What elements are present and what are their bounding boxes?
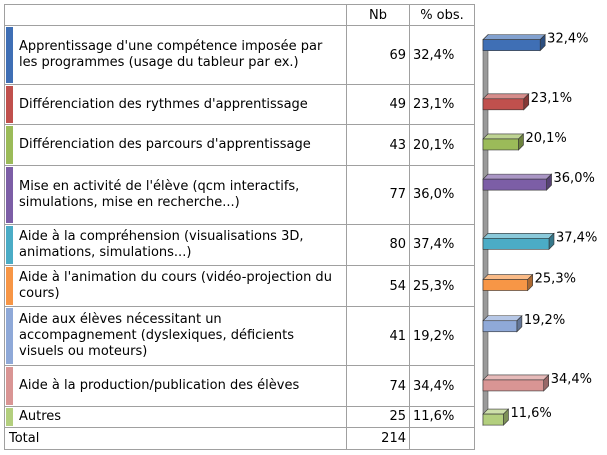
total-nb: 214 (346, 426, 410, 451)
row-pct: 25,3% (409, 265, 475, 308)
row-label: Aide aux élèves nécessitant un accompagn… (19, 312, 295, 360)
row-color-swatch (6, 166, 13, 223)
row-label-cell: Aide à l'animation du cours (vidéo-proje… (4, 265, 347, 308)
row-label-cell: Différenciation des parcours d'apprentis… (4, 124, 347, 166)
total-pct-empty (409, 426, 475, 451)
bar-top (482, 233, 555, 239)
row-label-cell: Mise en activité de l'élève (qcm interac… (4, 164, 347, 225)
row-nb: 74 (346, 365, 410, 407)
row-label: Aide à la production/publication des élè… (19, 378, 300, 394)
bar-value-label: 36,0% (554, 171, 595, 186)
bar-top (482, 315, 523, 322)
row-color-swatch (6, 86, 13, 124)
row-label-cell: Apprentissage d'une compétence imposée p… (4, 25, 347, 86)
row-label: Aide à la compréhension (visualisations … (19, 228, 304, 260)
header-nb: Nb (346, 3, 410, 27)
row-nb: 80 (346, 223, 410, 267)
row-color-swatch (6, 126, 13, 164)
row-pct: 11,6% (409, 405, 475, 428)
row-pct: 19,2% (409, 306, 475, 367)
row-pct: 32,4% (409, 25, 475, 86)
bar-value-label: 20,1% (525, 131, 566, 146)
y-axis-wall (482, 33, 489, 426)
table-row: Apprentissage d'une compétence imposée p… (4, 25, 475, 86)
table-row: Différenciation des parcours d'apprentis… (4, 124, 475, 166)
bar (482, 320, 518, 333)
bar (482, 279, 528, 291)
bar (482, 379, 545, 392)
row-color-swatch (6, 225, 13, 265)
row-nb: 41 (346, 306, 410, 367)
table-row: Aide à l'animation du cours (vidéo-proje… (4, 265, 475, 308)
row-label-cell: Aide à la production/publication des élè… (4, 365, 347, 407)
row-label-cell: Aide à la compréhension (visualisations … (4, 223, 347, 267)
row-label: Autres (19, 408, 62, 424)
row-pct: 36,0% (409, 164, 475, 225)
row-nb: 49 (346, 84, 410, 126)
table-row: Aide à la compréhension (visualisations … (4, 223, 475, 267)
row-pct: 34,4% (409, 365, 475, 407)
row-color-swatch (6, 407, 13, 426)
table-row: Aide à la production/publication des élè… (4, 365, 475, 407)
row-nb: 69 (346, 25, 410, 86)
bar-value-label: 25,3% (535, 272, 576, 287)
row-pct: 23,1% (409, 84, 475, 126)
bar-top (482, 274, 534, 280)
table-row: Aide aux élèves nécessitant un accompagn… (4, 306, 475, 367)
bar (482, 138, 519, 151)
total-row: Total 214 (4, 426, 475, 451)
row-label-cell: Autres (4, 405, 347, 428)
row-color-swatch (6, 367, 13, 405)
row-label: Mise en activité de l'élève (qcm interac… (19, 178, 300, 210)
row-label: Différenciation des rythmes d'apprentiss… (19, 96, 308, 112)
row-pct: 20,1% (409, 124, 475, 166)
row-color-swatch (6, 267, 13, 306)
bar (482, 238, 550, 250)
bar (482, 39, 541, 51)
row-nb: 54 (346, 265, 410, 308)
row-pct: 37,4% (409, 223, 475, 267)
row-label-cell: Différenciation des rythmes d'apprentiss… (4, 84, 347, 126)
bar (482, 178, 547, 191)
row-nb: 25 (346, 405, 410, 428)
row-label: Aide à l'animation du cours (vidéo-proje… (19, 270, 332, 302)
row-color-swatch (6, 308, 13, 365)
bar-value-label: 19,2% (524, 313, 565, 328)
header-row: Nb % obs. (4, 3, 475, 27)
row-nb: 77 (346, 164, 410, 225)
bar-top (482, 173, 553, 180)
results-table: Nb % obs. Apprentissage d'une compétence… (4, 3, 475, 451)
table-row: Mise en activité de l'élève (qcm interac… (4, 164, 475, 225)
bar-value-label: 23,1% (531, 91, 572, 106)
bar-value-label: 34,4% (551, 372, 592, 387)
row-label: Différenciation des parcours d'apprentis… (19, 137, 311, 153)
bar-value-label: 32,4% (547, 32, 588, 47)
row-label-cell: Aide aux élèves nécessitant un accompagn… (4, 306, 347, 367)
bar (482, 98, 525, 111)
header-empty-cell (4, 3, 347, 27)
bar-top (482, 93, 530, 100)
row-nb: 43 (346, 124, 410, 166)
row-label: Apprentissage d'une compétence imposée p… (19, 39, 323, 71)
header-pct: % obs. (409, 3, 475, 27)
bar-top (482, 34, 546, 40)
bar-top (482, 374, 550, 381)
bar-value-label: 37,4% (556, 230, 597, 245)
row-color-swatch (6, 27, 13, 84)
bar-top (482, 133, 525, 140)
total-label: Total (4, 426, 347, 451)
bar-value-label: 11,6% (510, 406, 551, 421)
bar-chart: 32,4% 23,1% 20,1% 36,0% 37,4% 25,3% 19,2% 34,4%… (482, 32, 597, 426)
bar (482, 413, 504, 426)
table-row: Différenciation des rythmes d'apprentiss… (4, 84, 475, 126)
table-row: Autres 25 11,6% (4, 405, 475, 428)
